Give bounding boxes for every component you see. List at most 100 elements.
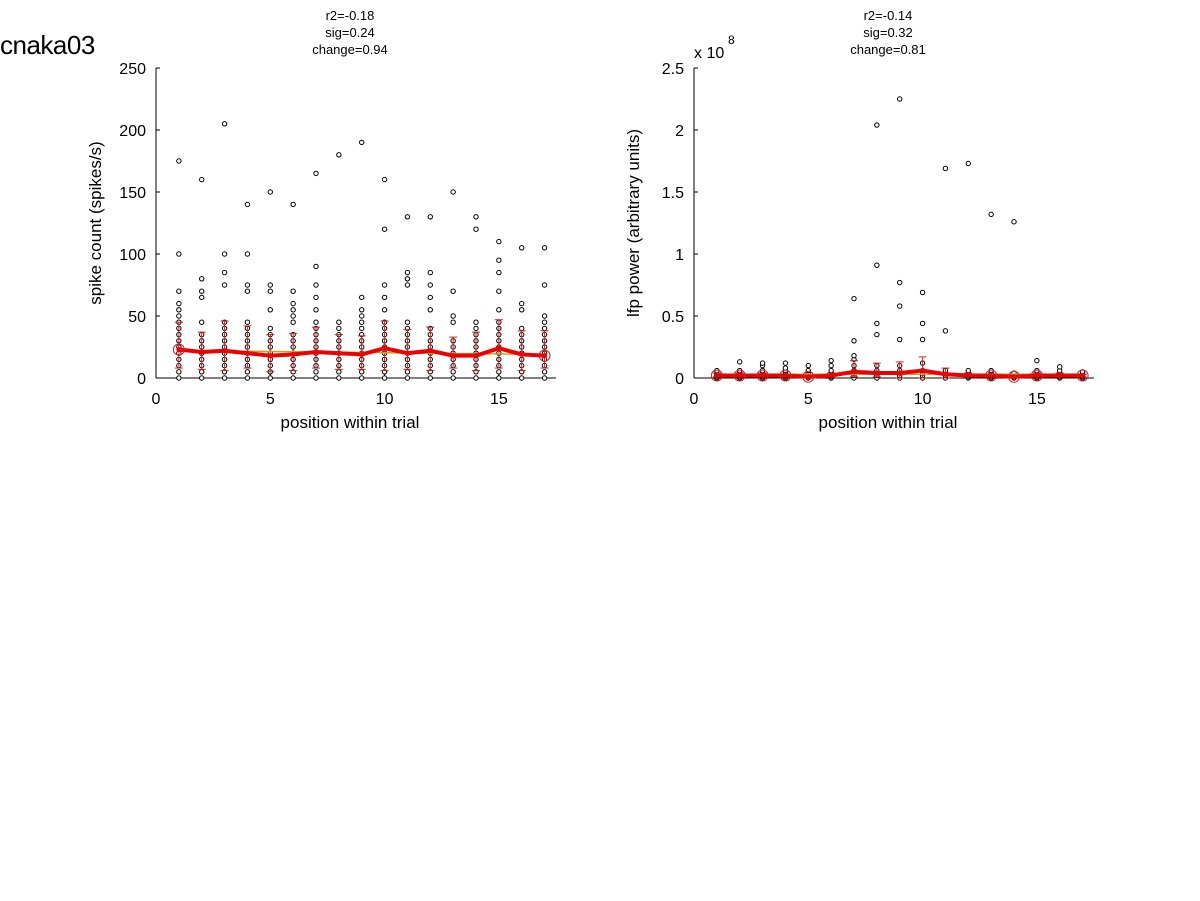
data-point: [496, 307, 502, 313]
data-point: [919, 320, 926, 327]
data-point: [874, 331, 880, 338]
data-point: [199, 276, 205, 282]
mean-marker: [519, 351, 525, 357]
y-tick-label: 0: [137, 371, 146, 388]
stat-annotation-line: sig=0.32: [863, 25, 913, 40]
data-point: [199, 176, 205, 183]
highlight-circle: [1030, 369, 1043, 382]
data-point: [473, 319, 479, 325]
data-point: [541, 325, 548, 332]
y-axis-label: spike count (spikes/s): [86, 141, 105, 304]
data-point: [221, 121, 228, 127]
data-point: [359, 369, 365, 375]
data-point: [176, 288, 182, 294]
data-point: [828, 362, 834, 369]
x-axis-label: position within trial: [819, 413, 958, 432]
mean-marker: [359, 351, 365, 357]
data-point: [290, 307, 296, 313]
data-point: [381, 282, 388, 288]
data-point: [541, 282, 548, 288]
data-point: [404, 282, 411, 288]
data-point: [381, 307, 388, 313]
data-point: [897, 303, 903, 309]
mean-marker: [1011, 374, 1017, 380]
data-point: [942, 165, 949, 172]
data-point: [427, 375, 433, 381]
data-point: [541, 375, 548, 381]
data-point: [519, 375, 525, 381]
mean-marker: [851, 369, 857, 375]
data-point: [267, 189, 273, 195]
data-point: [874, 122, 880, 128]
stat-annotation-line: change=0.94: [312, 42, 388, 57]
x-tick-label: 15: [1028, 391, 1046, 408]
data-point: [359, 294, 365, 301]
data-point: [541, 245, 548, 251]
data-point: [221, 282, 228, 288]
mean-marker: [542, 353, 548, 359]
data-point: [450, 313, 456, 319]
data-point: [404, 369, 411, 375]
mean-marker: [427, 348, 433, 354]
y-axis-label: lfp power (arbitrary units): [624, 129, 643, 317]
data-point: [874, 320, 880, 327]
data-point: [290, 319, 296, 325]
data-point: [541, 369, 548, 375]
data-point: [404, 276, 411, 282]
data-point: [313, 319, 319, 325]
data-point: [427, 294, 433, 301]
data-point: [381, 226, 388, 232]
data-point: [176, 375, 182, 381]
data-point: [874, 262, 880, 268]
data-point: [782, 360, 789, 366]
highlight-circle: [172, 343, 185, 356]
data-point: [519, 307, 525, 313]
mean-marker: [874, 370, 880, 376]
data-point: [199, 369, 205, 375]
data-point: [381, 294, 388, 301]
data-point: [267, 307, 273, 313]
data-point: [737, 359, 743, 365]
x-tick-label: 5: [804, 391, 813, 408]
data-point: [359, 307, 365, 313]
data-point: [965, 160, 971, 167]
data-point: [290, 288, 296, 294]
data-point: [473, 325, 479, 332]
highlight-circle: [802, 370, 815, 383]
data-point: [450, 288, 456, 294]
data-point: [199, 294, 205, 301]
data-point: [290, 300, 296, 307]
mean-marker: [382, 345, 388, 351]
x-tick-label: 15: [490, 391, 508, 408]
data-point: [313, 170, 319, 177]
data-point: [427, 307, 433, 313]
data-point: [805, 362, 811, 369]
y-tick-label: 200: [119, 123, 146, 140]
highlight-circle: [538, 349, 551, 362]
mean-marker: [313, 349, 319, 355]
data-point: [290, 313, 296, 319]
data-point: [359, 313, 365, 319]
mean-marker: [290, 351, 296, 357]
highlight-circle: [1008, 370, 1020, 383]
data-point: [176, 300, 182, 307]
mean-marker: [450, 353, 456, 359]
figure-title: cnaka03: [0, 30, 95, 60]
mean-marker: [473, 353, 479, 359]
mean-marker: [828, 373, 834, 379]
data-point: [336, 152, 342, 158]
mean-marker: [897, 370, 903, 376]
data-point: [404, 269, 411, 276]
highlight-circle: [779, 369, 792, 382]
data-point: [427, 214, 433, 220]
data-point: [381, 176, 388, 183]
x-tick-label: 5: [266, 391, 275, 408]
y-tick-label: 50: [128, 309, 146, 326]
x-tick-label: 10: [914, 391, 932, 408]
data-point: [336, 319, 342, 325]
data-point: [290, 375, 296, 381]
x-tick-label: 0: [152, 391, 161, 408]
x-tick-label: 0: [690, 391, 699, 408]
data-point: [496, 269, 502, 276]
